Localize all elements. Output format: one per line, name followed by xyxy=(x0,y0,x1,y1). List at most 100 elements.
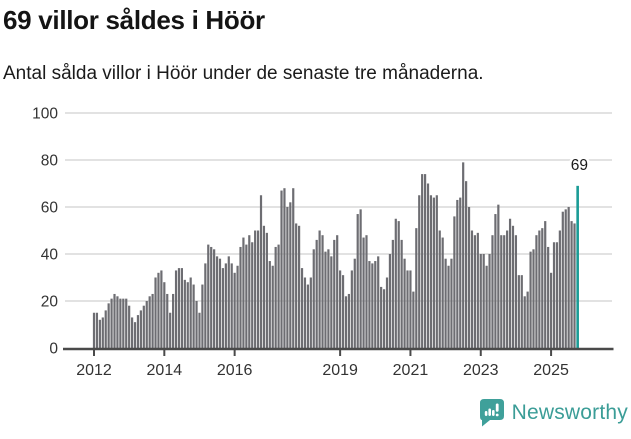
bar xyxy=(441,237,444,348)
bar xyxy=(128,305,131,348)
bar xyxy=(236,265,239,348)
bar xyxy=(412,291,415,348)
bar xyxy=(544,221,547,348)
bar xyxy=(470,230,474,348)
bar xyxy=(523,296,526,348)
bar xyxy=(341,275,345,348)
bar xyxy=(283,188,286,348)
bar xyxy=(125,298,128,348)
bar xyxy=(365,235,368,348)
bar xyxy=(473,235,476,348)
bar xyxy=(432,197,435,348)
bar xyxy=(139,310,142,348)
bar xyxy=(309,277,312,348)
x-tick-label: 2025 xyxy=(533,362,569,379)
bar xyxy=(213,249,216,348)
bar xyxy=(119,298,122,348)
bar xyxy=(145,301,148,348)
bar xyxy=(526,291,529,348)
bar xyxy=(248,235,251,348)
bar xyxy=(312,249,315,348)
bar xyxy=(488,254,491,348)
bar xyxy=(482,254,485,348)
bar xyxy=(306,284,309,348)
bar xyxy=(315,239,318,348)
bar xyxy=(388,254,392,348)
bar xyxy=(324,251,327,348)
bar xyxy=(339,270,342,348)
bar xyxy=(394,218,397,348)
bar xyxy=(110,298,113,348)
bar xyxy=(573,223,576,348)
bar xyxy=(453,216,456,348)
bar xyxy=(462,162,465,348)
x-tick-label: 2023 xyxy=(463,362,499,379)
bar xyxy=(204,263,207,348)
bar xyxy=(148,296,151,348)
bar xyxy=(500,235,503,348)
bar xyxy=(374,261,377,348)
bar xyxy=(183,279,186,348)
bar xyxy=(327,249,330,348)
bar xyxy=(186,282,189,348)
bar xyxy=(113,293,116,348)
y-tick-label: 100 xyxy=(32,106,58,123)
bar xyxy=(303,277,307,348)
highlight-value-annotation: 69 xyxy=(571,157,588,174)
bar xyxy=(300,268,304,348)
bar xyxy=(195,301,198,348)
bar xyxy=(421,174,424,348)
bar xyxy=(277,244,280,348)
bar xyxy=(133,322,137,348)
bar xyxy=(347,293,351,348)
y-tick-label: 60 xyxy=(41,200,59,217)
bar xyxy=(130,317,134,348)
newsworthy-icon xyxy=(479,398,505,427)
bar xyxy=(92,312,96,348)
bar xyxy=(268,261,271,348)
bar xyxy=(362,237,365,348)
bar xyxy=(558,230,561,348)
bar xyxy=(218,258,222,348)
bar xyxy=(567,207,570,348)
bar xyxy=(207,244,210,348)
bar xyxy=(485,265,488,348)
bar xyxy=(274,246,277,348)
bar xyxy=(535,235,538,348)
bar xyxy=(467,207,471,348)
page-title: 69 villor såldes i Höör xyxy=(3,5,265,35)
bar xyxy=(122,298,125,348)
bar-chart: 0 20 40 60 80 100 2012 2014 2016 2019 2021 2023 2025… xyxy=(32,106,614,379)
bar xyxy=(254,230,257,348)
bar xyxy=(265,232,268,348)
bar xyxy=(541,228,544,348)
bar xyxy=(503,235,506,348)
bar xyxy=(289,202,292,348)
bar xyxy=(508,218,512,348)
bar xyxy=(532,249,535,348)
bar xyxy=(154,277,157,348)
bar xyxy=(116,296,119,348)
bar xyxy=(172,293,175,348)
x-tick-label: 2021 xyxy=(393,362,429,379)
bar xyxy=(166,293,169,348)
newsworthy-wordmark: Newsworthy xyxy=(511,400,628,424)
bar xyxy=(506,230,509,348)
bar xyxy=(549,272,553,348)
bar xyxy=(447,265,450,348)
bar xyxy=(163,282,166,348)
bar xyxy=(298,225,301,348)
x-tick-label: 2014 xyxy=(147,362,183,379)
bar xyxy=(418,195,421,348)
bar xyxy=(262,225,266,348)
bar xyxy=(198,312,201,348)
bar xyxy=(552,242,556,348)
x-tick-label: 2019 xyxy=(322,362,358,379)
bar xyxy=(491,235,494,348)
bar xyxy=(95,312,99,348)
bar xyxy=(497,204,500,348)
bar xyxy=(321,235,324,348)
bar xyxy=(333,239,336,348)
bar xyxy=(459,197,462,348)
x-tick-label: 2016 xyxy=(217,362,253,379)
